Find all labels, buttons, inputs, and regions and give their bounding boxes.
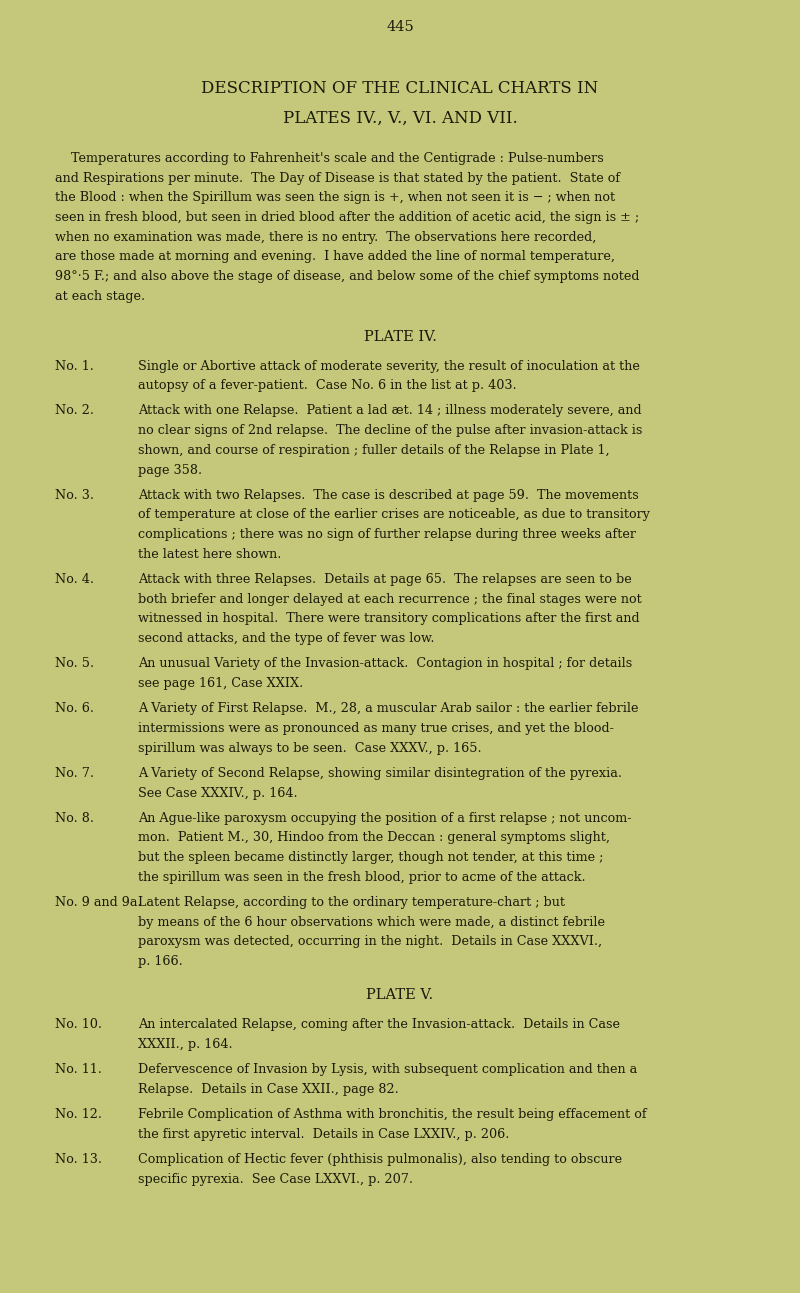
Text: PLATES IV., V., VI. AND VII.: PLATES IV., V., VI. AND VII. xyxy=(282,110,518,127)
Text: but the spleen became distinctly larger, though not tender, at this time ;: but the spleen became distinctly larger,… xyxy=(138,851,603,864)
Text: See Case XXXIV., p. 164.: See Case XXXIV., p. 164. xyxy=(138,786,298,799)
Text: the Blood : when the Spirillum was seen the sign is +, when not seen it is − ; w: the Blood : when the Spirillum was seen … xyxy=(55,191,615,204)
Text: XXXII., p. 164.: XXXII., p. 164. xyxy=(138,1038,233,1051)
Text: Latent Relapse, according to the ordinary temperature-chart ; but: Latent Relapse, according to the ordinar… xyxy=(138,896,565,909)
Text: No. 12.: No. 12. xyxy=(55,1108,102,1121)
Text: No. 7.: No. 7. xyxy=(55,767,94,780)
Text: the first apyretic interval.  Details in Case LXXIV., p. 206.: the first apyretic interval. Details in … xyxy=(138,1127,510,1140)
Text: No. 6.: No. 6. xyxy=(55,702,94,715)
Text: Attack with three Relapses.  Details at page 65.  The relapses are seen to be: Attack with three Relapses. Details at p… xyxy=(138,573,632,586)
Text: are those made at morning and evening.  I have added the line of normal temperat: are those made at morning and evening. I… xyxy=(55,251,615,264)
Text: Temperatures according to Fahrenheit's scale and the Centigrade : Pulse-numbers: Temperatures according to Fahrenheit's s… xyxy=(55,153,604,166)
Text: paroxysm was detected, occurring in the night.  Details in Case XXXVI.,: paroxysm was detected, occurring in the … xyxy=(138,936,602,949)
Text: An intercalated Relapse, coming after the Invasion-attack.  Details in Case: An intercalated Relapse, coming after th… xyxy=(138,1019,620,1032)
Text: of temperature at close of the earlier crises are noticeable, as due to transito: of temperature at close of the earlier c… xyxy=(138,508,650,521)
Text: by means of the 6 hour observations which were made, a distinct febrile: by means of the 6 hour observations whic… xyxy=(138,915,605,928)
Text: the latest here shown.: the latest here shown. xyxy=(138,548,282,561)
Text: PLATE IV.: PLATE IV. xyxy=(363,330,437,344)
Text: No. 9 and 9a.: No. 9 and 9a. xyxy=(55,896,142,909)
Text: No. 3.: No. 3. xyxy=(55,489,94,502)
Text: seen in fresh blood, but seen in dried blood after the addition of acetic acid, : seen in fresh blood, but seen in dried b… xyxy=(55,211,639,224)
Text: when no examination was made, there is no entry.  The observations here recorded: when no examination was made, there is n… xyxy=(55,230,596,244)
Text: p. 166.: p. 166. xyxy=(138,956,182,968)
Text: DESCRIPTION OF THE CLINICAL CHARTS IN: DESCRIPTION OF THE CLINICAL CHARTS IN xyxy=(202,80,598,97)
Text: No. 2.: No. 2. xyxy=(55,405,94,418)
Text: Attack with one Relapse.  Patient a lad æt. 14 ; illness moderately severe, and: Attack with one Relapse. Patient a lad æ… xyxy=(138,405,642,418)
Text: shown, and course of respiration ; fuller details of the Relapse in Plate 1,: shown, and course of respiration ; fulle… xyxy=(138,443,610,456)
Text: PLATE V.: PLATE V. xyxy=(366,988,434,1002)
Text: Febrile Complication of Asthma with bronchitis, the result being effacement of: Febrile Complication of Asthma with bron… xyxy=(138,1108,646,1121)
Text: no clear signs of 2nd relapse.  The decline of the pulse after invasion-attack i: no clear signs of 2nd relapse. The decli… xyxy=(138,424,642,437)
Text: No. 5.: No. 5. xyxy=(55,657,94,670)
Text: Complication of Hectic fever (phthisis pulmonalis), also tending to obscure: Complication of Hectic fever (phthisis p… xyxy=(138,1153,622,1166)
Text: Relapse.  Details in Case XXII., page 82.: Relapse. Details in Case XXII., page 82. xyxy=(138,1084,398,1096)
Text: second attacks, and the type of fever was low.: second attacks, and the type of fever wa… xyxy=(138,632,434,645)
Text: An unusual Variety of the Invasion-attack.  Contagion in hospital ; for details: An unusual Variety of the Invasion-attac… xyxy=(138,657,632,670)
Text: No. 10.: No. 10. xyxy=(55,1019,102,1032)
Text: autopsy of a fever-patient.  Case No. 6 in the list at p. 403.: autopsy of a fever-patient. Case No. 6 i… xyxy=(138,379,517,392)
Text: No. 1.: No. 1. xyxy=(55,359,94,372)
Text: Attack with two Relapses.  The case is described at page 59.  The movements: Attack with two Relapses. The case is de… xyxy=(138,489,638,502)
Text: Defervescence of Invasion by Lysis, with subsequent complication and then a: Defervescence of Invasion by Lysis, with… xyxy=(138,1063,638,1076)
Text: and Respirations per minute.  The Day of Disease is that stated by the patient. : and Respirations per minute. The Day of … xyxy=(55,172,620,185)
Text: specific pyrexia.  See Case LXXVI., p. 207.: specific pyrexia. See Case LXXVI., p. 20… xyxy=(138,1173,413,1186)
Text: No. 8.: No. 8. xyxy=(55,812,94,825)
Text: No. 13.: No. 13. xyxy=(55,1153,102,1166)
Text: complications ; there was no sign of further relapse during three weeks after: complications ; there was no sign of fur… xyxy=(138,529,636,542)
Text: A Variety of Second Relapse, showing similar disintegration of the pyrexia.: A Variety of Second Relapse, showing sim… xyxy=(138,767,622,780)
Text: A Variety of First Relapse.  M., 28, a muscular Arab sailor : the earlier febril: A Variety of First Relapse. M., 28, a mu… xyxy=(138,702,638,715)
Text: Single or Abortive attack of moderate severity, the result of inoculation at the: Single or Abortive attack of moderate se… xyxy=(138,359,640,372)
Text: at each stage.: at each stage. xyxy=(55,290,145,303)
Text: No. 11.: No. 11. xyxy=(55,1063,102,1076)
Text: both briefer and longer delayed at each recurrence ; the final stages were not: both briefer and longer delayed at each … xyxy=(138,592,642,606)
Text: the spirillum was seen in the fresh blood, prior to acme of the attack.: the spirillum was seen in the fresh bloo… xyxy=(138,871,586,884)
Text: spirillum was always to be seen.  Case XXXV., p. 165.: spirillum was always to be seen. Case XX… xyxy=(138,742,482,755)
Text: 445: 445 xyxy=(386,19,414,34)
Text: see page 161, Case XXIX.: see page 161, Case XXIX. xyxy=(138,678,303,690)
Text: 98°·5 F.; and also above the stage of disease, and below some of the chief sympt: 98°·5 F.; and also above the stage of di… xyxy=(55,270,639,283)
Text: intermissions were as pronounced as many true crises, and yet the blood-: intermissions were as pronounced as many… xyxy=(138,721,614,734)
Text: mon.  Patient M., 30, Hindoo from the Deccan : general symptoms slight,: mon. Patient M., 30, Hindoo from the Dec… xyxy=(138,831,610,844)
Text: No. 4.: No. 4. xyxy=(55,573,94,586)
Text: An Ague-like paroxysm occupying the position of a first relapse ; not uncom-: An Ague-like paroxysm occupying the posi… xyxy=(138,812,631,825)
Text: page 358.: page 358. xyxy=(138,464,202,477)
Text: witnessed in hospital.  There were transitory complications after the first and: witnessed in hospital. There were transi… xyxy=(138,613,640,626)
